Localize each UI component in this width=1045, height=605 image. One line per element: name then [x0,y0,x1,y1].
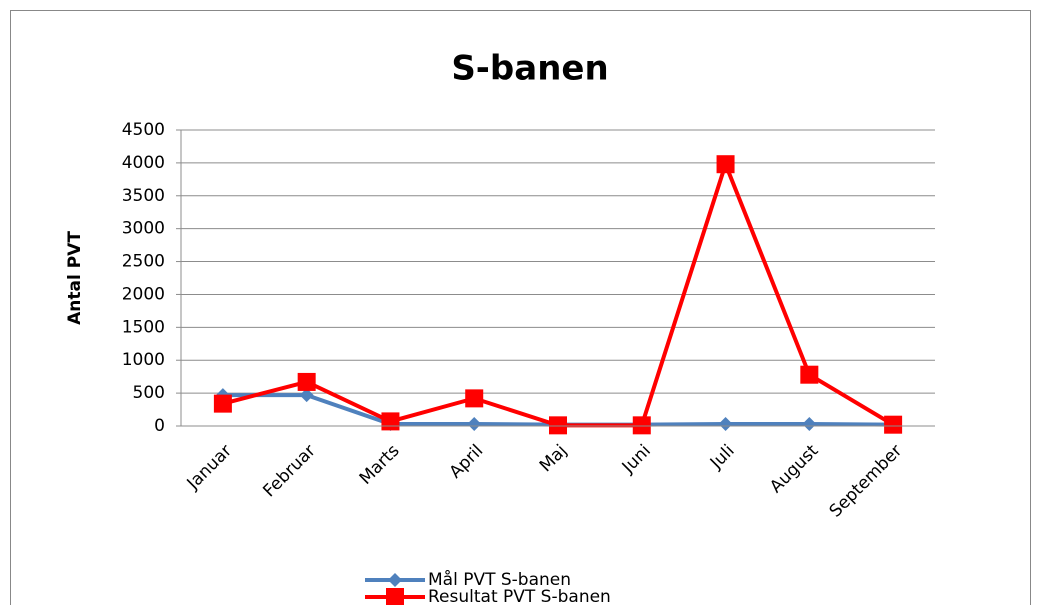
y-tick-label: 1500 [122,317,165,337]
data-point [549,416,567,435]
chart-title: S-banen [451,49,608,89]
legend-label: Mål PVT S-banen [428,569,571,590]
data-point [213,394,232,413]
y-tick-label: 4500 [122,120,165,140]
y-tick-label: 3000 [122,219,165,239]
y-tick-label: 0 [154,416,165,436]
data-point [299,388,314,403]
y-tick-label: 500 [133,383,165,403]
data-point [632,416,651,435]
y-tick-label: 1000 [122,350,165,370]
legend-marker [388,573,402,587]
data-point [467,417,482,432]
y-tick-label: 2000 [122,284,165,304]
y-tick-label: 3500 [122,186,165,206]
chart-frame [10,10,1031,605]
y-axis-label: Antal PVT [65,231,85,325]
data-point [297,372,316,391]
data-point [884,415,903,434]
legend-marker [386,588,404,605]
data-point [716,155,735,174]
data-point [381,412,400,431]
data-point [718,417,733,432]
y-tick-label: 2500 [122,252,165,272]
data-point [800,365,819,384]
data-point [465,389,484,408]
y-tick-label: 4000 [122,153,165,173]
legend-label: Resultat PVT S-banen [428,587,611,605]
data-point [802,417,817,432]
